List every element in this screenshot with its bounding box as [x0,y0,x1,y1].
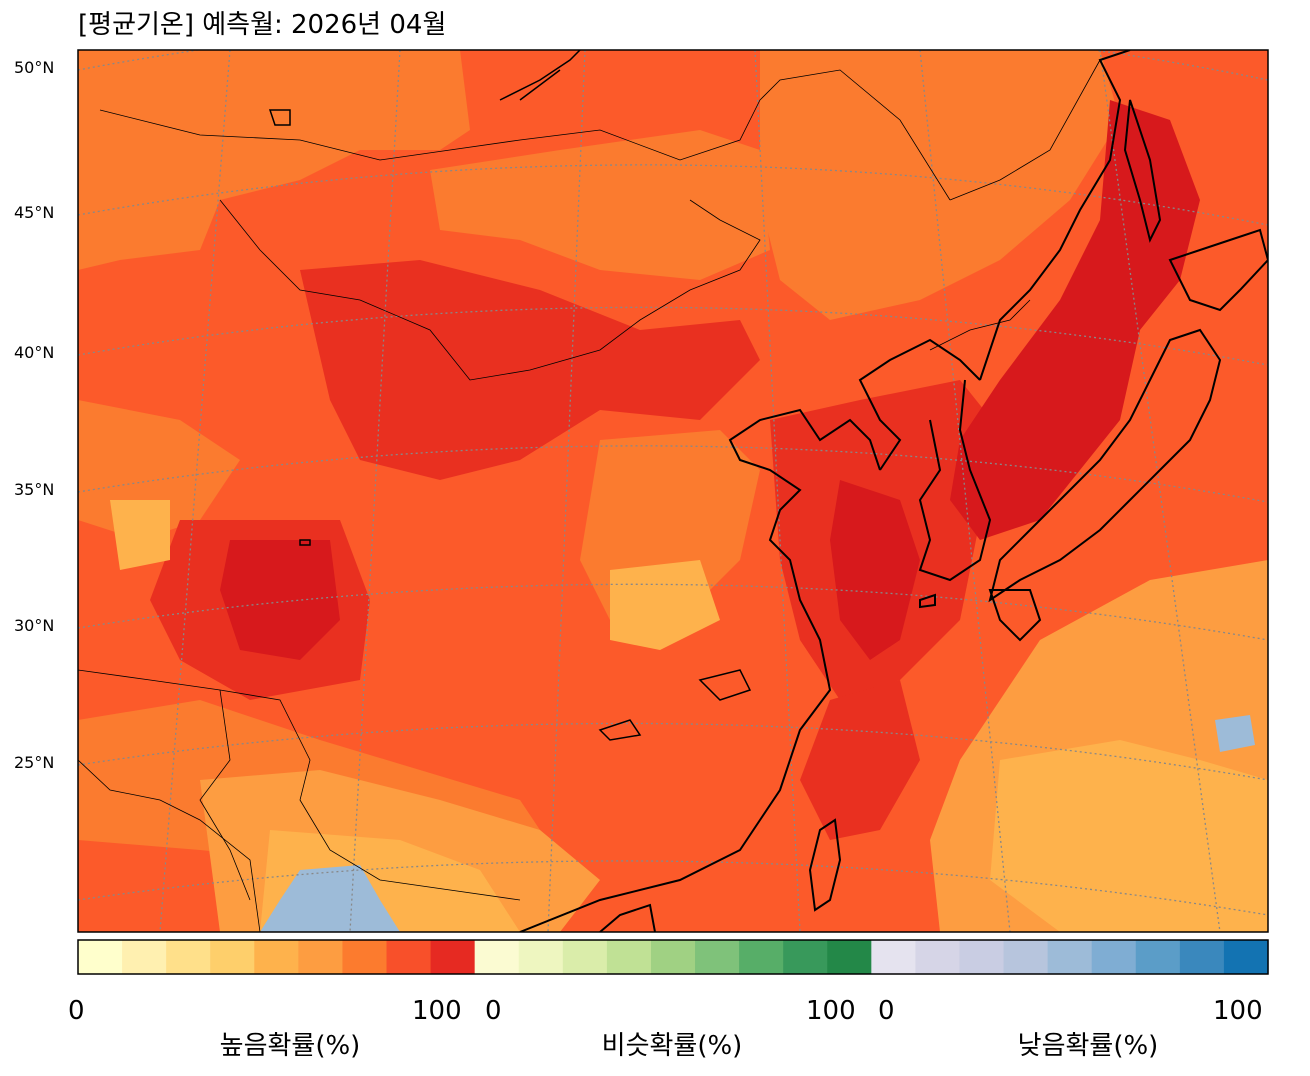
coast-sakhalin [1123,99,1162,243]
colorbar-segment [1091,940,1137,974]
colorbar-high-min: 0 [68,996,85,1026]
colorbar-segment [386,940,432,974]
lake-baikal [499,50,581,101]
colorbar-segment [518,940,564,974]
parallel-35 [78,445,1268,503]
country-borders [78,59,1101,932]
region-blue-southwest [260,865,400,932]
coast-jeju [919,593,936,609]
region-light-orange-west [110,500,170,570]
lake-1 [268,109,291,126]
colorbar-segment [342,940,388,974]
coast-taiwan [808,818,842,912]
lat-label-25: 25°N [14,753,55,772]
colorbar-high-max: 100 [412,996,462,1026]
region-warm-mid-northeast [760,50,1120,320]
coast-hainan [599,903,656,932]
colorbar-segment [783,940,828,974]
colorbar-segment [959,940,1005,974]
colorbar-segment [606,940,652,974]
lat-label-35: 35°N [14,480,55,499]
colorbar-segment [915,940,961,974]
region-hot-japan [950,100,1200,540]
colorbar-frame [77,939,1269,975]
colorbar-low-max: 100 [1213,996,1263,1026]
region-light-orange-center [610,560,720,650]
coast-bohai [858,338,981,471]
colorbar-segment [1179,940,1225,974]
border-korea [929,299,1031,351]
colorbar-segment [430,940,476,974]
meridian-2 [349,50,401,932]
map-frame [77,49,1269,933]
lake-3 [698,669,752,701]
colorbar-segment [298,940,344,974]
colorbar-segment [739,940,784,974]
colorbar-segment [695,940,740,974]
region-hot-korea-west [830,480,920,660]
coast-russia-east [979,50,1131,381]
parallel-45 [78,164,1268,226]
lake-4 [598,719,642,741]
region-hot-sichuan [220,540,340,660]
border-indochina [78,759,261,932]
lat-label-30: 30°N [14,616,55,635]
meridian-3 [547,50,586,932]
lat-label-40: 40°N [14,343,55,362]
coastlines [519,50,1268,932]
parallel-40 [78,306,1268,366]
colorbar-segment [1047,940,1093,974]
coast-honshu [988,328,1222,603]
colorbar-segment [78,940,123,974]
colorbar-segment [122,940,167,974]
region-warm-mid-north [78,50,470,270]
border-china-northeast [949,59,1101,201]
colorbar-similar-min: 0 [485,996,502,1026]
colorbar-segment [474,940,520,974]
colorbar-similar-max: 100 [806,996,856,1026]
colorbar-low-label: 낮음확률(%) [1017,1031,1159,1061]
lat-label-50: 50°N [14,58,55,77]
lat-label-45: 45°N [14,203,55,222]
parallel-30 [78,583,1268,641]
region-red-strip-south [800,680,920,840]
colorbar-segment [650,940,696,974]
colorbar-segment [1003,940,1049,974]
colorbar-segment [1223,940,1269,974]
coast-hokkaido [1168,228,1268,312]
region-blue-pacific [1215,715,1255,752]
colorbar-high-label: 높음확률(%) [219,1031,361,1061]
region-light-orange-pacific [990,740,1268,932]
colorbar [78,940,1269,974]
coast-kyushu [988,589,1042,642]
border-russia-mongolia [99,69,951,201]
colorbar-similar-label: 비슷확률(%) [601,1031,743,1061]
coast-china-east [519,408,881,932]
colorbar-segment [827,940,872,974]
map-title: [평균기온] 예측월: 2026년 04월 [78,10,447,40]
border-mongolia-china [219,199,761,381]
colorbar-low-min: 0 [878,996,895,1026]
lakes [268,50,752,741]
colorbar-segment [562,940,608,974]
border-myanmar [199,689,251,901]
meridian-6 [1099,50,1221,932]
border-southwest [78,669,521,901]
coast-korea [918,379,992,582]
colorbar-segment [871,940,916,974]
meridian-4 [754,50,801,932]
colorbar-segment [1135,940,1181,974]
colorbar-segment [166,940,211,974]
colorbar-segment [254,940,299,974]
graticule [78,50,1268,932]
parallel-25 [78,722,1268,781]
colorbar-segment [210,940,255,974]
lake-2 [299,539,311,546]
region-warm-mid-north2 [430,130,770,280]
